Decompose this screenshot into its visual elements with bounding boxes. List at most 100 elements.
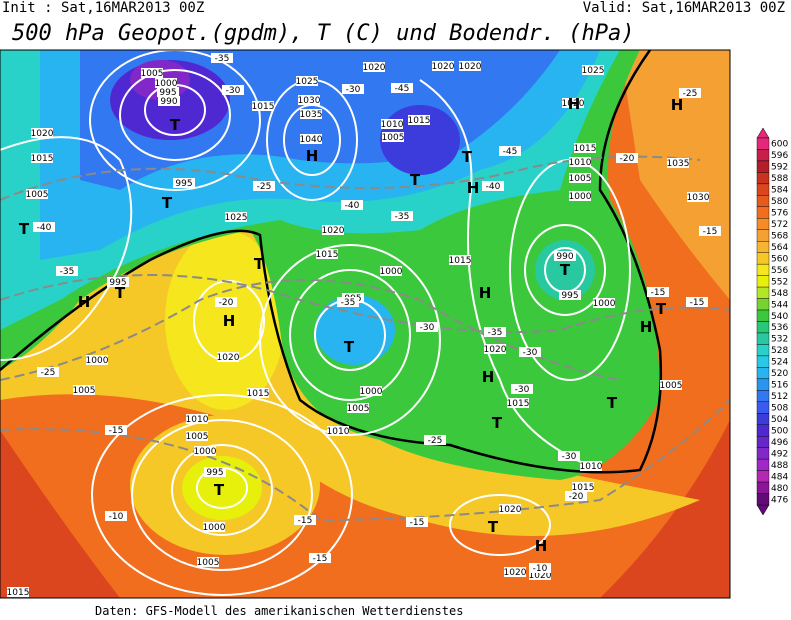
pressure-center: H xyxy=(479,284,492,302)
colorbar-swatch xyxy=(756,321,770,334)
isobar-label: 1020 xyxy=(499,505,522,515)
isobar-label-box xyxy=(86,355,108,365)
isobar-label-box xyxy=(504,567,526,577)
colorbar-label: 492 xyxy=(771,449,788,459)
isobar-label-box xyxy=(529,570,551,580)
isobar-label: 1020 xyxy=(363,63,386,73)
isobar-label-box xyxy=(217,352,239,362)
isobar-label: 1025 xyxy=(296,77,319,87)
isotherm-label-box xyxy=(424,435,446,445)
isotherm-label: -30 xyxy=(226,86,241,96)
isobar-label-box xyxy=(322,225,344,235)
colorbar-bottom-arrow xyxy=(756,504,770,516)
isobar-label: 1005 xyxy=(141,69,164,79)
colorbar-swatch xyxy=(756,424,770,437)
isobar-label-box xyxy=(559,290,581,300)
colorbar-label: 580 xyxy=(771,197,788,207)
map-title: 500 hPa Geopot.(gpdm), T (C) und Bodendr… xyxy=(12,21,635,46)
colorbar-label: 560 xyxy=(771,254,788,264)
isotherm-label: -15 xyxy=(690,298,705,308)
isobar-label-box xyxy=(580,461,602,471)
colorbar-label: 572 xyxy=(771,220,788,230)
isobar-label-box xyxy=(432,61,454,71)
pressure-center: T xyxy=(488,518,499,536)
colorbar-swatch xyxy=(756,481,770,494)
isobar-label-box xyxy=(569,157,591,167)
isobar-label: 1015 xyxy=(252,102,275,112)
isotherm-label-box xyxy=(391,211,413,221)
isotherm-label-box xyxy=(391,83,413,93)
colorbar-swatch xyxy=(756,378,770,391)
isobar-label: 1010 xyxy=(186,415,209,425)
isobar-label: 1020 xyxy=(504,568,527,578)
isobar-label: 1035 xyxy=(667,159,690,169)
colorbar-swatch xyxy=(756,149,770,162)
isotherm-label: -35 xyxy=(60,267,75,277)
isotherm-label-box xyxy=(215,297,237,307)
isobar-label: 1005 xyxy=(197,558,220,568)
isotherm-label-box xyxy=(222,85,244,95)
colorbar-label: 520 xyxy=(771,369,788,379)
isobar-label-box xyxy=(31,128,53,138)
colorbar-swatch xyxy=(756,137,770,150)
isobar-label-box xyxy=(300,134,322,144)
isotherm-label-box xyxy=(33,222,55,232)
init-time: Init : Sat,16MAR2013 00Z xyxy=(2,0,204,16)
isobar-label-box xyxy=(347,403,369,413)
pressure-center: H xyxy=(640,318,653,336)
colorbar-label: 548 xyxy=(771,289,788,299)
isobar-label: 1040 xyxy=(300,135,323,145)
isobar-label-box xyxy=(327,426,349,436)
isotherm-label: -10 xyxy=(533,564,548,574)
isobar-label-box xyxy=(572,482,594,492)
pressure-center: T xyxy=(607,394,618,412)
isobar-label: 1025 xyxy=(225,213,248,223)
isobar-label-box xyxy=(593,298,615,308)
isobar-label-box xyxy=(408,115,430,125)
isobar-label: 1005 xyxy=(347,404,370,414)
pressure-center: T xyxy=(560,261,571,279)
colorbar-label: 596 xyxy=(771,151,788,161)
colorbar-swatch xyxy=(756,493,770,506)
isobar-label-box xyxy=(316,249,338,259)
isotherm-label-box xyxy=(484,327,506,337)
colorbar-swatch xyxy=(756,172,770,185)
colorbar-swatch xyxy=(756,435,770,448)
colorbar-label: 500 xyxy=(771,426,788,436)
colorbar-label: 536 xyxy=(771,323,788,333)
isotherm-label-box xyxy=(105,425,127,435)
isobar-label: 1020 xyxy=(484,345,507,355)
isobar-label-box xyxy=(382,132,404,142)
isobar-label: 1000 xyxy=(203,523,226,533)
pressure-center: T xyxy=(19,220,30,238)
pressure-center: H xyxy=(568,95,581,113)
isobar-label: 1020 xyxy=(459,62,482,72)
pressure-center: H xyxy=(467,179,480,197)
isotherm-label-box xyxy=(337,297,359,307)
colorbar-label: 584 xyxy=(771,186,788,196)
isotherm-label-box xyxy=(482,181,504,191)
isobar-label-box xyxy=(484,344,506,354)
isobar-label: 995 xyxy=(109,278,126,288)
isobar-label: 1030 xyxy=(687,193,710,203)
isotherm-label-box xyxy=(294,515,316,525)
colorbar-label: 532 xyxy=(771,335,788,345)
isotherm-label-box xyxy=(499,146,521,156)
colorbar-swatch xyxy=(756,309,770,322)
pressure-center: H xyxy=(671,96,684,114)
pressure-center: T xyxy=(254,255,265,273)
pressure-center: T xyxy=(214,481,225,499)
colorbar-swatch xyxy=(756,229,770,242)
isobar-label: 1010 xyxy=(381,120,404,130)
isobar-label: 1015 xyxy=(408,116,431,126)
colorbar-swatch xyxy=(756,355,770,368)
isobar-label: 1000 xyxy=(86,356,109,366)
pressure-center: T xyxy=(162,194,173,212)
isotherm-label-box xyxy=(565,491,587,501)
isobar-label-box xyxy=(569,173,591,183)
isotherm-label: -30 xyxy=(420,323,435,333)
colorbar-swatch xyxy=(756,206,770,219)
isobar-label-box xyxy=(381,119,403,129)
isobar-label-box xyxy=(569,191,591,201)
pressure-center: T xyxy=(344,338,355,356)
